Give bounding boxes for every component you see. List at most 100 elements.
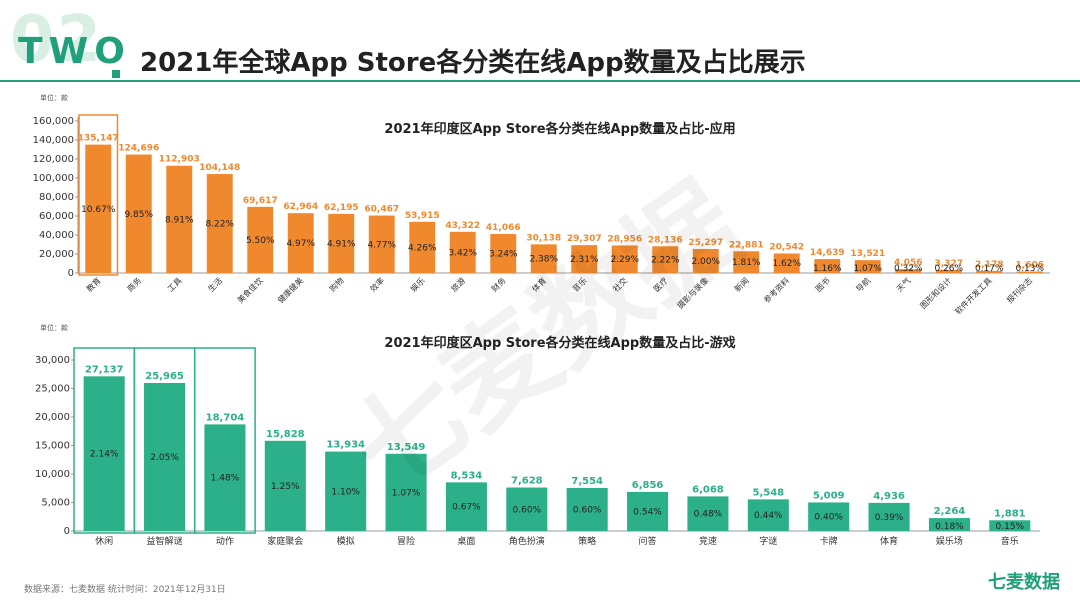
page-title: 2021年全球App Store各分类在线App数量及占比展示 (140, 48, 806, 78)
percent-label: 1.81% (732, 258, 761, 268)
percent-label: 0.44% (754, 511, 783, 521)
bar-生活 (206, 174, 233, 273)
value-label: 2,264 (934, 506, 966, 517)
bar-商务 (125, 154, 152, 273)
percent-label: 1.62% (772, 259, 801, 269)
value-label: 29,307 (567, 234, 602, 244)
bar-体育 (530, 244, 557, 273)
percent-label: 4.97% (286, 239, 315, 249)
value-label: 7,628 (511, 476, 543, 487)
category-label: 新闻 (732, 275, 750, 293)
percent-label: 0.60% (573, 505, 602, 515)
y-tick-label: 40,000 (39, 230, 74, 241)
bar-家庭聚会 (264, 440, 306, 531)
category-label: 家庭聚会 (267, 535, 303, 547)
percent-label: 4.26% (408, 243, 437, 253)
category-label: 体育 (530, 275, 548, 293)
percent-label: 0.48% (694, 510, 723, 520)
value-label: 2,178 (975, 260, 1003, 270)
value-label: 28,956 (607, 234, 642, 244)
percent-label: 2.29% (610, 255, 639, 265)
percent-label: 0.32% (894, 264, 923, 274)
value-label: 62,964 (283, 202, 318, 212)
header-divider (0, 80, 1080, 82)
category-label: 图书 (813, 275, 831, 293)
percent-label: 2.00% (691, 257, 720, 267)
y-tick-label: 20,000 (35, 412, 70, 423)
category-label: 卡牌 (820, 535, 838, 547)
category-label: 动作 (216, 535, 234, 547)
y-tick-label: 25,000 (35, 384, 70, 395)
chart-title: 2021年印度区App Store各分类在线App数量及占比-应用 (384, 121, 735, 137)
bar-医疗 (652, 246, 679, 273)
percent-label: 5.50% (246, 236, 275, 246)
percent-label: 10.67% (81, 205, 116, 215)
bar-娱乐 (409, 221, 436, 273)
bar-社交 (611, 245, 638, 273)
chart-title: 2021年印度区App Store各分类在线App数量及占比-游戏 (384, 335, 735, 351)
category-label: 旅游 (449, 275, 467, 293)
value-label: 53,915 (405, 211, 440, 221)
data-source-note: 数据来源：七麦数据 统计时间：2021年12月31日 (24, 585, 226, 595)
category-label: 工具 (166, 276, 184, 294)
percent-label: 1.25% (271, 482, 300, 492)
y-tick-label: 20,000 (39, 249, 74, 260)
category-label: 商务 (125, 275, 143, 293)
category-label: 字谜 (759, 535, 777, 547)
category-label: 报刊杂志 (1004, 275, 1034, 305)
category-label: 问答 (639, 535, 657, 547)
y-tick-label: 10,000 (35, 469, 70, 480)
value-label: 5,548 (752, 487, 784, 498)
bar-购物 (328, 213, 355, 273)
y-tick-label: 100,000 (33, 173, 74, 184)
category-label: 策略 (578, 535, 596, 547)
percent-label: 3.42% (448, 248, 477, 258)
value-label: 22,881 (729, 240, 764, 250)
category-label: 购物 (327, 275, 345, 293)
percent-label: 1.07% (853, 264, 882, 274)
category-label: 社交 (611, 275, 629, 293)
value-label: 43,322 (445, 221, 480, 231)
value-label: 13,934 (326, 440, 365, 451)
bar-桌面 (445, 482, 487, 531)
percent-label: 0.17% (975, 264, 1004, 274)
bar-新闻 (733, 251, 760, 273)
category-label: 竞速 (699, 535, 717, 547)
percent-label: 0.15% (996, 522, 1025, 532)
percent-label: 4.77% (367, 240, 396, 250)
value-label: 1,606 (1016, 260, 1044, 270)
unit-label: 单位：款 (40, 93, 68, 102)
value-label: 112,903 (159, 155, 200, 165)
percent-label: 1.10% (331, 487, 360, 497)
value-label: 62,195 (324, 203, 359, 213)
value-label: 6,068 (692, 484, 724, 495)
percent-label: 0.39% (875, 513, 904, 523)
y-tick-label: 0 (68, 268, 74, 279)
value-label: 20,542 (769, 242, 804, 252)
value-label: 104,148 (199, 163, 240, 173)
category-label: 摄影与录像 (675, 275, 710, 310)
bar-体育 (868, 502, 910, 531)
category-label: 参考资料 (761, 275, 791, 305)
bar-冒险 (385, 453, 427, 531)
bar-美食佳饮 (247, 206, 274, 273)
bar-娱乐场 (928, 518, 970, 531)
bar-策略 (566, 487, 608, 531)
section-logo: TWO (18, 31, 131, 72)
percent-label: 2.05% (150, 453, 179, 463)
bar-教育 (85, 144, 112, 273)
percent-label: 0.26% (934, 264, 963, 274)
category-label: 医疗 (651, 275, 669, 293)
y-tick-label: 60,000 (39, 211, 74, 222)
value-label: 5,009 (813, 490, 845, 501)
y-tick-label: 5,000 (41, 498, 70, 509)
percent-label: 3.24% (489, 249, 518, 259)
category-label: 冒险 (397, 535, 415, 547)
bar-问答 (627, 491, 669, 531)
percent-label: 2.22% (651, 256, 680, 266)
apps-bar-chart: 单位：款 2021年印度区App Store各分类在线App数量及占比-应用 0 20… (33, 93, 1050, 316)
bar-音乐 (571, 245, 598, 273)
bar-益智解谜 (144, 382, 186, 531)
bar-角色扮演 (506, 487, 548, 531)
